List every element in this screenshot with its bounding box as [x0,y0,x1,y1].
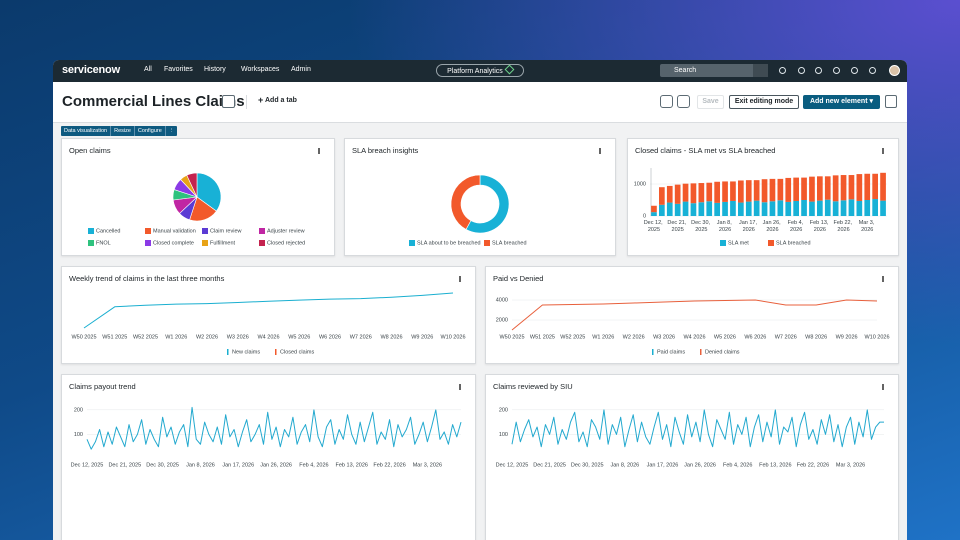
widget-card: Closed claims - SLA met vs SLA breached [627,138,899,256]
nav-icon[interactable] [815,67,822,74]
add-element-button[interactable]: Add new element ▾ [803,95,880,109]
widget-card: Claims payout trend [61,374,476,540]
widget-card: Open claims [61,138,335,256]
menu-item[interactable]: Admin [291,66,311,73]
add-tab[interactable]: Add a tab [265,97,297,104]
nav-icon[interactable] [869,67,876,74]
widget-menu[interactable] [599,148,601,150]
menu-item[interactable]: Workspaces [241,66,280,73]
page-header: Commercial Lines Claims + Add a tab Save… [53,82,907,123]
nav-icon[interactable] [779,67,786,74]
favorite-icon[interactable] [504,64,515,75]
edit-title-button[interactable] [222,95,235,108]
widget-menu[interactable] [318,148,320,150]
search-dropdown[interactable] [753,64,768,77]
menu-item[interactable]: All [144,66,152,73]
app-pill[interactable]: Platform Analytics [436,64,524,77]
menu-item[interactable]: History [204,66,226,73]
info-button[interactable] [677,95,690,108]
widget-card: Paid vs Denied [485,266,899,364]
widget-menu[interactable] [459,384,461,386]
widget-menu[interactable] [459,276,461,278]
widget-title: Paid vs Denied [493,274,544,283]
widget-title: Closed claims - SLA met vs SLA breached [635,146,776,155]
widget-card: Weekly trend of claims in the last three… [61,266,476,364]
add-element-label: Add new element [809,98,868,105]
nav-icon[interactable] [798,67,805,74]
exit-edit-button[interactable]: Exit editing mode [729,95,799,109]
widget-title: Claims payout trend [69,382,136,391]
divider [246,95,247,109]
widget-menu[interactable] [882,276,884,278]
widget-card: Claims reviewed by SIU [485,374,899,540]
search-placeholder: Search [674,67,697,74]
settings-button[interactable] [660,95,673,108]
widget-menu[interactable] [882,148,884,150]
nav-icon[interactable] [833,67,840,74]
app-name: Platform Analytics [447,68,503,75]
nav-icon[interactable] [851,67,858,74]
search-box[interactable]: Search [660,64,768,77]
avatar[interactable] [889,65,900,76]
menu-item[interactable]: Favorites [164,66,193,73]
widget-card: SLA breach insights [344,138,616,256]
widget-title: Weekly trend of claims in the last three… [69,274,225,283]
save-button[interactable]: Save [697,95,724,109]
logo[interactable]: servicenow [62,64,120,76]
add-icon: + [258,95,264,105]
toolbar-more[interactable]: ⋮ [168,128,175,134]
app-window: servicenow All Favorites History Workspa… [53,60,907,540]
toolbar-item[interactable]: Data visualization [61,126,112,136]
dashboard-title: Commercial Lines Claims [62,93,245,110]
widget-menu[interactable] [882,384,884,386]
widget-toolbar: Data visualization Resize Configure ⋮ [61,126,178,136]
more-button[interactable] [885,95,897,108]
widget-title: Claims reviewed by SIU [493,382,573,391]
toolbar-item[interactable]: Configure [135,126,166,136]
widget-title: Open claims [69,146,111,155]
widget-title: SLA breach insights [352,146,419,155]
top-nav: servicenow All Favorites History Workspa… [53,60,907,82]
toolbar-item[interactable]: Resize [111,126,135,136]
